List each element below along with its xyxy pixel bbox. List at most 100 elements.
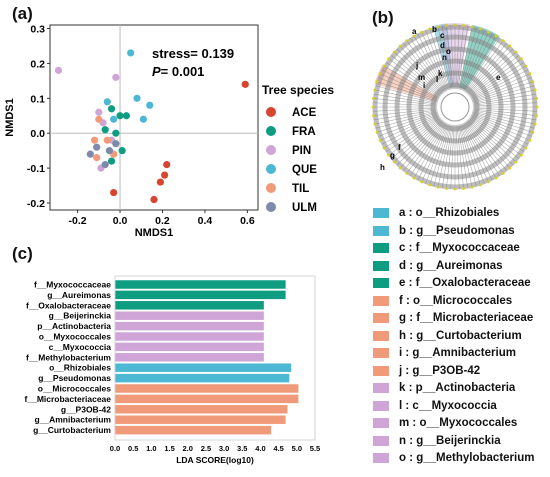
taxa-legend-item: i : g__Amnibacterium (373, 345, 516, 361)
clade-node (501, 171, 505, 175)
clade-node (524, 64, 528, 68)
clade-node (392, 160, 396, 164)
point-ulm (101, 161, 109, 169)
legend-marker-ulm (266, 202, 276, 212)
point-ulm (105, 147, 114, 155)
point-que (139, 115, 147, 123)
clade-branch (472, 110, 536, 125)
taxa-legend-label: n : g__Beijerinckia (399, 434, 501, 447)
clade-node (405, 171, 409, 175)
clade-branch (413, 122, 447, 179)
lda-category-label: g__Amnibacterium (34, 415, 111, 425)
taxa-legend-label: o : g__Methylobacterium (399, 452, 535, 464)
lda-category-label: f__Myxococcaceae (34, 280, 111, 290)
lda-tick-label: 3.0 (219, 444, 229, 453)
point-ace (161, 171, 169, 179)
point-ace (110, 188, 118, 197)
clade-label-g: g (390, 151, 395, 160)
clade-branch (379, 73, 439, 100)
taxa-legend-label: h : g__Curtobacterium (399, 329, 522, 342)
point-ulm (93, 143, 101, 151)
clade-node (535, 105, 539, 109)
y-tick-label: 0.2 (30, 58, 45, 70)
clade-branch (472, 111, 535, 129)
x-axis-label: NMDS1 (135, 227, 174, 239)
clade-branch (466, 43, 507, 94)
lda-category-label: o__Myxococcales (39, 332, 112, 342)
clade-branch (421, 31, 448, 91)
taxa-legend-item: l : c__Myxococcia (373, 398, 497, 414)
clade-node (375, 80, 379, 84)
clade-branch (410, 38, 446, 93)
taxa-legend-item: e : f__Oxalobacteraceae (373, 275, 531, 291)
clade-branch (472, 93, 537, 105)
clade-branch (466, 120, 511, 169)
clade-branch (472, 102, 537, 107)
clade-node (405, 39, 409, 43)
point-til (95, 115, 103, 123)
clade-branch (464, 121, 500, 176)
clade-branch (381, 69, 440, 100)
clade-branch (388, 58, 441, 97)
clade-branch (437, 124, 452, 188)
clade-branch (403, 120, 444, 171)
y-tick-label: -0.1 (27, 163, 45, 175)
clade-branch (396, 119, 443, 166)
clade-root (440, 92, 470, 122)
clade-node (436, 185, 440, 189)
clade-label-o: o (446, 47, 451, 56)
clade-branch (464, 38, 500, 93)
clade-branch (425, 123, 449, 184)
taxa-legend-item: k : p__Actinobacteria (373, 380, 515, 396)
clade-branch (471, 73, 531, 100)
clade-branch (446, 25, 454, 90)
clade-branch (466, 45, 511, 94)
clade-branch (471, 77, 532, 101)
point-pin (112, 73, 120, 81)
clade-branch (472, 98, 537, 106)
clade-node (462, 187, 465, 190)
point-que (103, 98, 111, 106)
clade-branch (391, 55, 442, 96)
clade-branch (399, 120, 444, 169)
lda-category-label: f__Microbacteriaceae (25, 394, 112, 404)
taxa-legend-label: f : o__Micrococcales (399, 294, 513, 307)
clade-branch (467, 48, 514, 95)
lda-bar (114, 425, 272, 435)
clade-branch (472, 81, 534, 102)
legend-marker-que (266, 164, 276, 174)
clade-branch (472, 108, 537, 116)
clade-branch (425, 30, 449, 91)
lda-bar (114, 404, 288, 415)
clade-branch (471, 114, 531, 141)
lda-bar (114, 321, 265, 331)
lda-category-label: f__Oxalobacteraceae (26, 300, 111, 310)
clade-label-j: j (415, 61, 418, 70)
taxa-legend-swatch (373, 453, 389, 463)
lda-tick-label: 1.5 (164, 444, 174, 453)
point-fra (118, 147, 126, 155)
clade-node (528, 138, 532, 142)
clade-branch (469, 117, 522, 156)
clade-label-e: e (496, 73, 501, 82)
clade-branch (421, 123, 448, 183)
clade-branch (450, 25, 455, 90)
legend-marker-til (266, 183, 276, 193)
clade-branch (399, 45, 444, 94)
clade-node (436, 25, 440, 29)
clade-branch (458, 26, 473, 90)
clade-label-k: k (438, 69, 443, 78)
taxa-legend-label: a : o__Rhizobiales (399, 207, 500, 219)
clade-node (494, 176, 498, 180)
clade-branch (472, 109, 537, 121)
point-fra (101, 126, 109, 134)
clade-branch (378, 113, 439, 137)
point-til (103, 136, 111, 144)
legend-marker-fra (266, 126, 276, 136)
taxa-legend-label: l : c__Myxococcia (399, 399, 497, 412)
clade-branch (467, 119, 514, 166)
lda-category-label: g__Curtobacterium (33, 425, 111, 435)
point-til (90, 136, 99, 144)
legend-label-pin: PIN (292, 145, 311, 157)
taxa-legend-item: j : g__P3OB-42 (373, 363, 480, 379)
